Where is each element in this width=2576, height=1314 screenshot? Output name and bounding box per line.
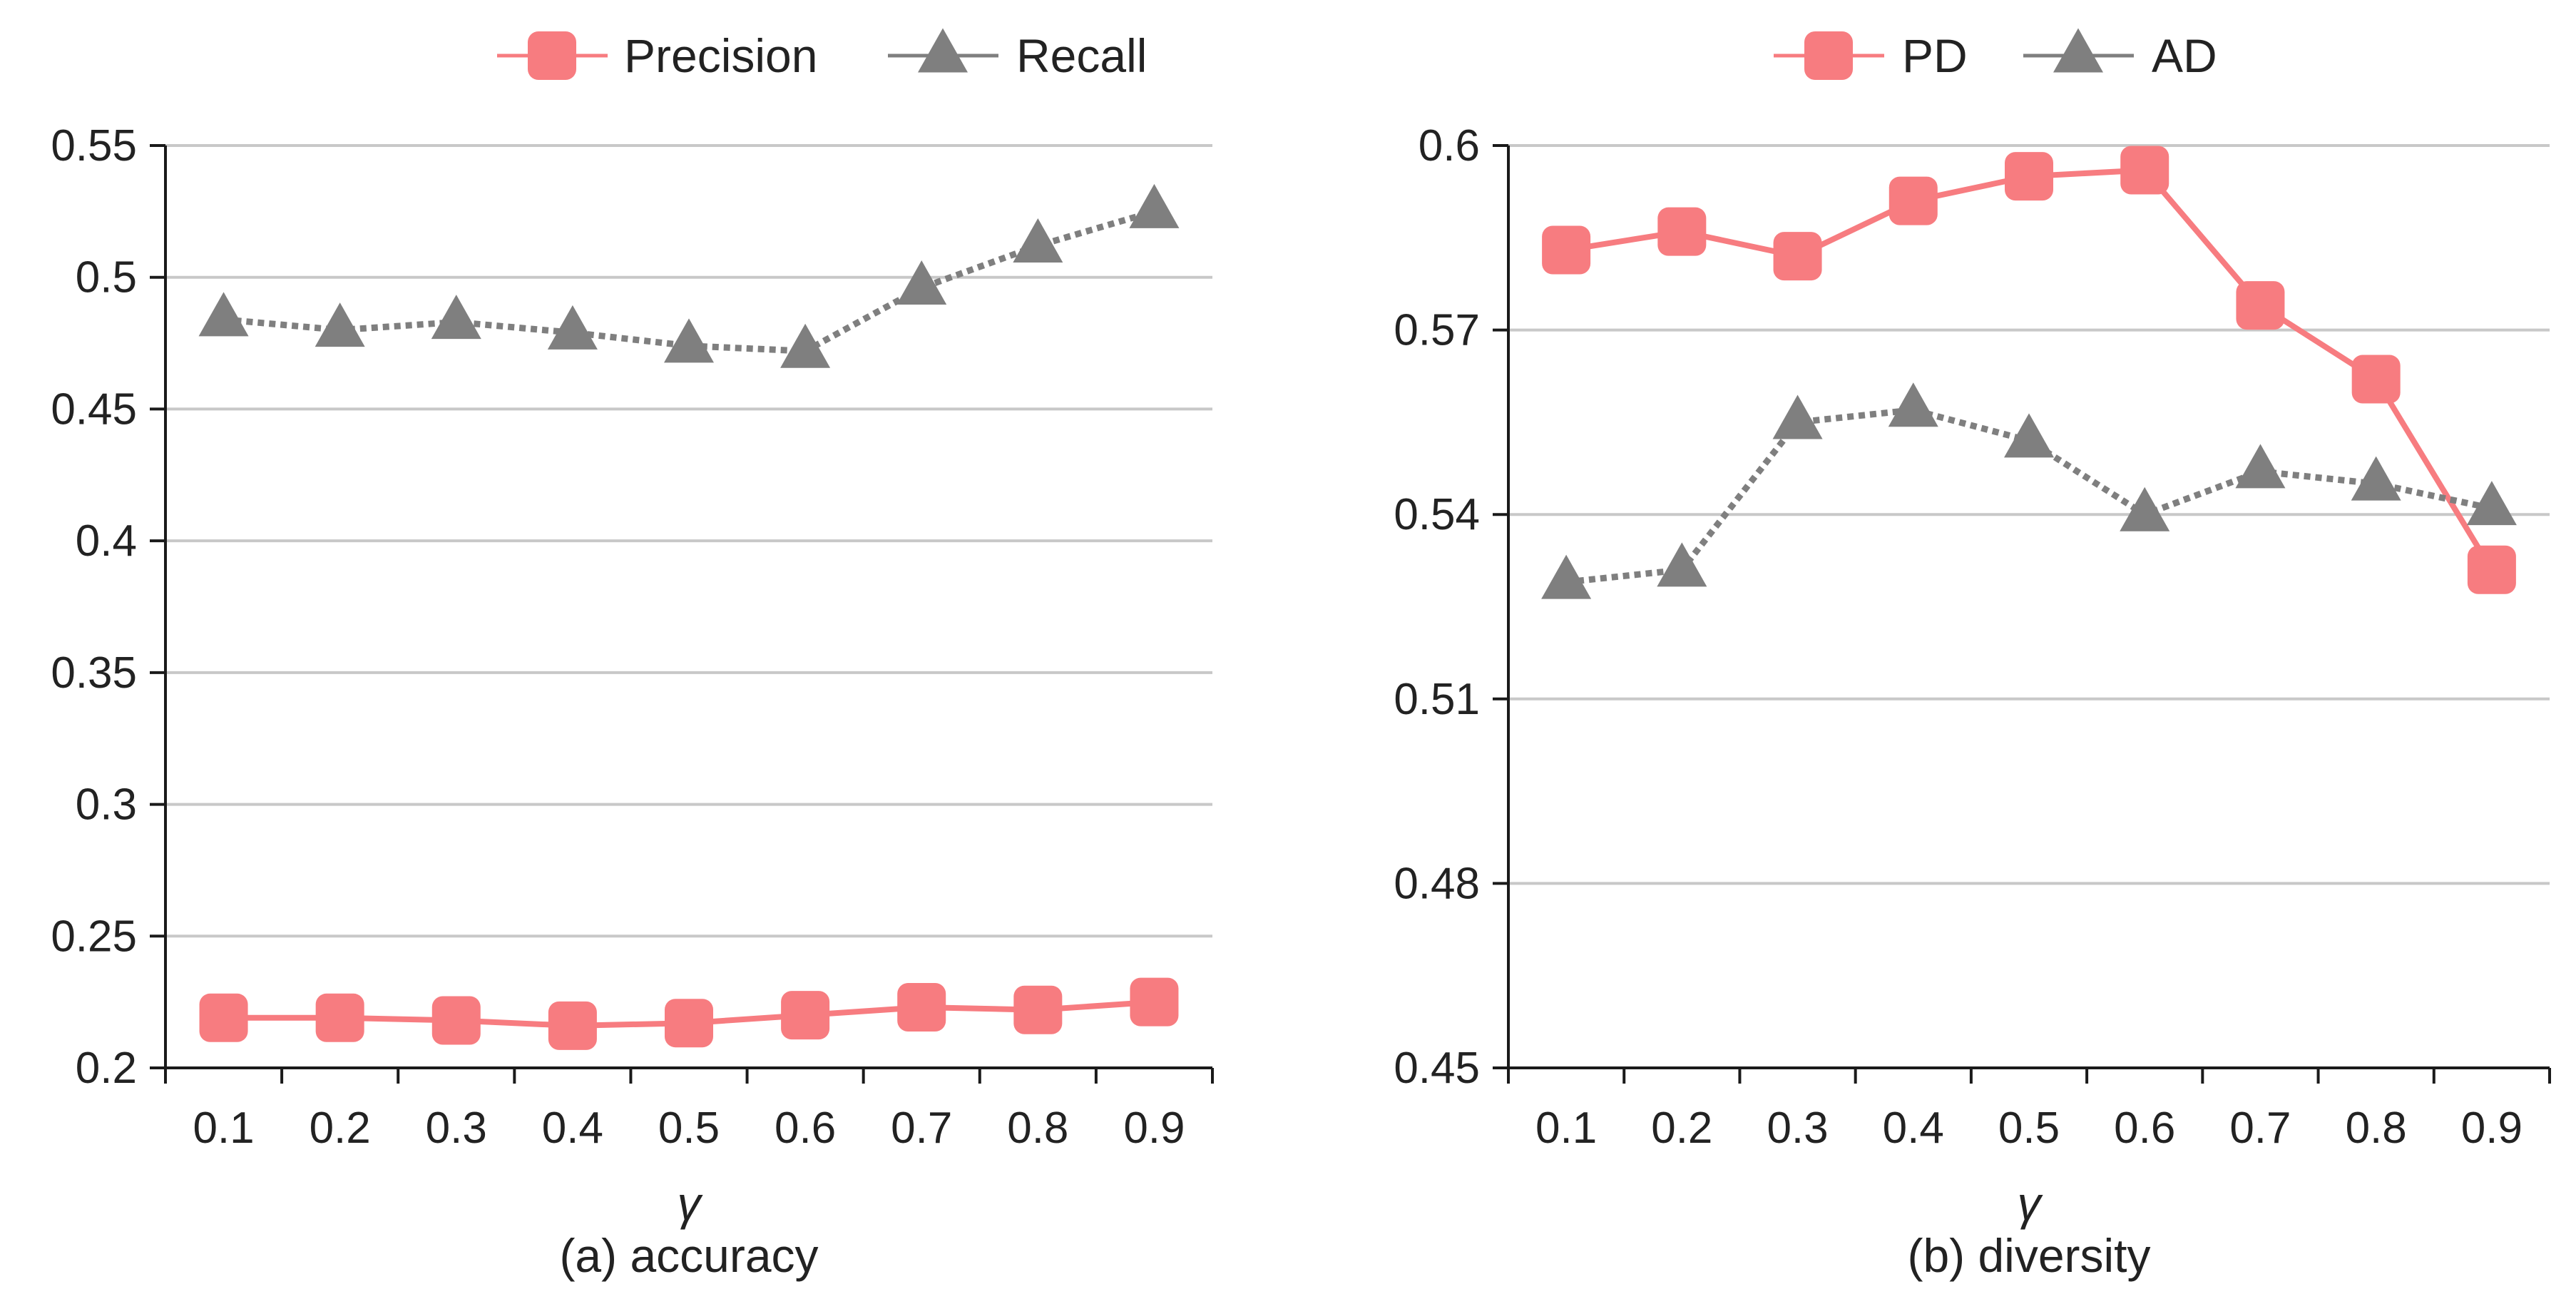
x-axis-title: γ <box>678 1177 704 1230</box>
y-tick-label: 0.6 <box>1419 121 1480 170</box>
x-tick-label: 0.7 <box>2229 1104 2291 1153</box>
x-tick-label: 0.2 <box>1651 1104 1712 1153</box>
y-tick-label: 0.48 <box>1394 859 1480 908</box>
legend-label-recall: Recall <box>1016 29 1147 82</box>
data-point-pd <box>1542 225 1591 275</box>
data-point-ad <box>1772 394 1823 439</box>
y-tick-label: 0.45 <box>1394 1044 1480 1093</box>
x-tick-label: 0.7 <box>891 1104 952 1153</box>
data-point-recall <box>780 323 831 368</box>
data-point-precision <box>431 996 481 1045</box>
x-tick-label: 0.9 <box>1123 1104 1185 1153</box>
data-point-precision <box>315 993 364 1042</box>
data-point-ad <box>1541 554 1592 599</box>
data-point-precision <box>665 999 713 1048</box>
data-point-precision <box>548 1001 597 1050</box>
data-point-pd <box>1773 232 1822 281</box>
data-point-ad <box>2466 481 2517 526</box>
data-point-pd <box>1888 176 1938 225</box>
x-tick-label: 0.8 <box>2346 1104 2407 1153</box>
y-tick-label: 0.5 <box>76 253 137 302</box>
chart-0: 0.2 0.25 0.3 0.35 0.4 0.45 0.5 0.55 0.1 0.2 0.3 0.4… <box>51 28 1214 1282</box>
y-tick-label: 0.3 <box>76 780 137 830</box>
x-axis-title: γ <box>2018 1177 2044 1230</box>
chart-caption: (a) accuracy <box>559 1229 818 1282</box>
data-point-precision <box>199 993 248 1042</box>
data-point-pd <box>1657 207 1707 256</box>
x-tick-label: 0.5 <box>1998 1104 2060 1153</box>
chart-caption: (b) diversity <box>1907 1229 2150 1282</box>
y-tick-label: 0.4 <box>76 516 137 566</box>
data-point-ad <box>1657 542 1707 587</box>
legend-marker-precision <box>528 31 576 80</box>
x-tick-label: 0.9 <box>2461 1104 2523 1153</box>
legend-marker-pd <box>1804 31 1853 80</box>
legend-label-pd: PD <box>1902 29 1968 82</box>
data-point-precision <box>897 983 946 1032</box>
x-tick-label: 0.8 <box>1007 1104 1068 1153</box>
data-point-pd <box>2236 281 2285 330</box>
y-tick-label: 0.55 <box>51 121 137 170</box>
data-point-pd <box>2467 545 2516 594</box>
data-point-ad <box>2004 413 2054 458</box>
data-point-ad <box>2120 487 2170 531</box>
x-tick-label: 0.4 <box>542 1104 603 1153</box>
y-tick-label: 0.51 <box>1394 675 1480 724</box>
y-tick-label: 0.54 <box>1394 490 1480 539</box>
x-tick-label: 0.3 <box>426 1104 487 1153</box>
data-point-recall <box>547 305 598 350</box>
x-tick-label: 0.1 <box>193 1104 254 1153</box>
x-tick-label: 0.3 <box>1767 1104 1828 1153</box>
legend-marker-ad <box>2053 28 2103 73</box>
legend-marker-recall <box>918 28 968 73</box>
data-point-pd <box>2005 152 2053 201</box>
data-point-recall <box>1129 183 1180 228</box>
data-point-ad <box>2235 444 2286 489</box>
y-tick-label: 0.35 <box>51 648 137 698</box>
y-tick-label: 0.25 <box>51 912 137 961</box>
y-tick-label: 0.45 <box>51 384 137 434</box>
x-tick-label: 0.1 <box>1535 1104 1597 1153</box>
y-tick-label: 0.2 <box>76 1044 137 1093</box>
data-point-recall <box>198 292 249 337</box>
data-point-recall <box>1013 218 1063 263</box>
legend-label-ad: AD <box>2152 29 2217 82</box>
data-point-recall <box>896 260 947 305</box>
x-tick-label: 0.5 <box>658 1104 720 1153</box>
data-point-pd <box>2120 146 2169 195</box>
data-point-pd <box>2351 355 2401 404</box>
data-point-recall <box>664 318 714 363</box>
data-point-ad <box>2351 456 2401 501</box>
chart-1: 0.45 0.48 0.51 0.54 0.57 0.6 0.1 0.2 0.3 0.4 0.5 0.… <box>1394 28 2551 1282</box>
data-point-precision <box>1013 985 1063 1034</box>
x-tick-label: 0.6 <box>2114 1104 2175 1153</box>
data-point-recall <box>315 302 365 347</box>
data-point-precision <box>1130 977 1179 1027</box>
legend-label-precision: Precision <box>624 29 817 82</box>
data-point-recall <box>431 295 481 340</box>
x-tick-label: 0.4 <box>1883 1104 1944 1153</box>
x-tick-label: 0.6 <box>775 1104 836 1153</box>
data-point-ad <box>1888 382 1938 427</box>
data-point-precision <box>781 991 830 1040</box>
y-tick-label: 0.57 <box>1394 306 1480 355</box>
x-tick-label: 0.2 <box>310 1104 371 1153</box>
